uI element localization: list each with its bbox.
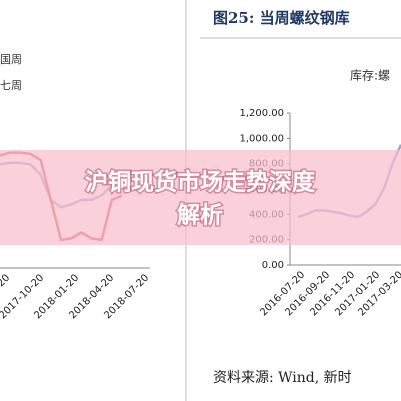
legend-label: 国周 [0,53,22,66]
y-tick-label: 1,200.00 [239,108,284,119]
source-note: 资料来源: Wind, 新时 [213,370,352,386]
legend-label: 库存:螺 [350,68,390,83]
banner-text: 沪铜现货市场走势深度 [85,169,316,196]
banner [0,150,401,245]
y-tick-label: 1,000.00 [239,133,284,144]
y-tick-label: 0.00 [262,260,284,271]
banner-text: 解析 [177,202,223,229]
legend-label: 七周 [0,79,22,92]
x-tick-label: 20 [0,272,12,289]
figure-title: 图25: 当周螺纹钢库 [213,9,350,27]
